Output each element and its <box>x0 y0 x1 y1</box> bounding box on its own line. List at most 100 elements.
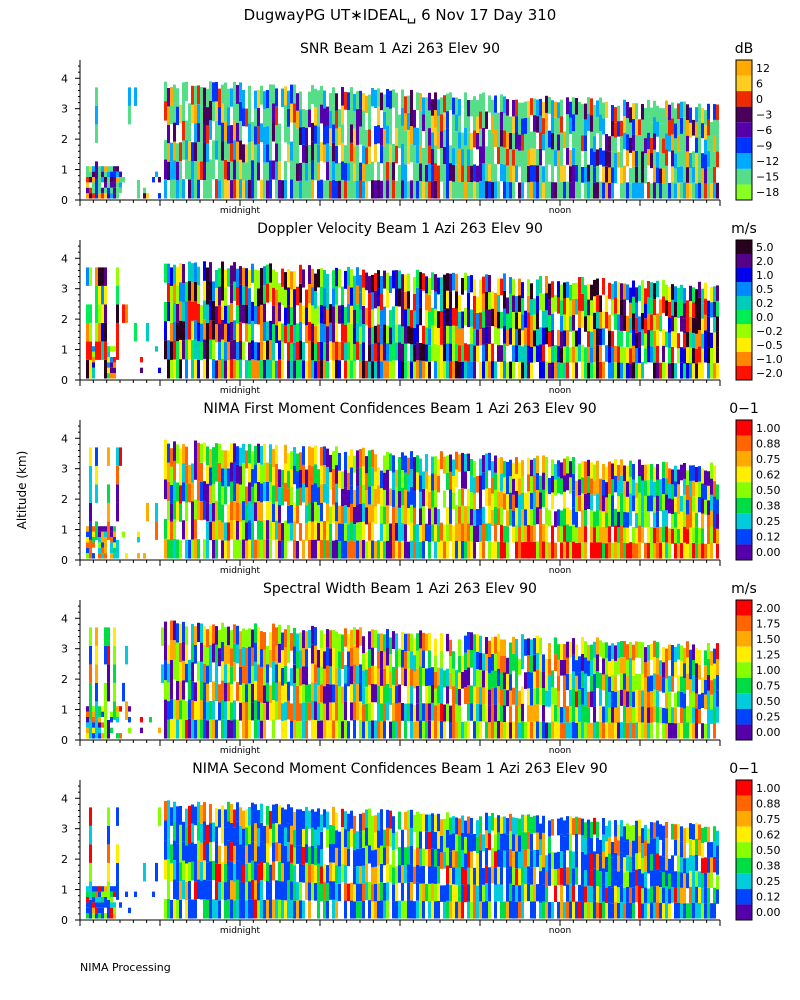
heatmap-cell <box>101 526 104 532</box>
heatmap-cell <box>452 272 455 291</box>
heatmap-cell <box>230 180 233 199</box>
heatmap-cell <box>86 733 89 739</box>
heatmap-cell <box>86 891 89 897</box>
heatmap-cell <box>548 690 551 707</box>
heatmap-cell <box>548 658 551 675</box>
heatmap-cell <box>293 664 296 684</box>
heatmap-cell <box>239 807 242 826</box>
heatmap-cell <box>245 486 248 505</box>
heatmap-cell <box>338 523 341 541</box>
heatmap-cell <box>362 447 365 467</box>
heatmap-cell <box>263 720 266 739</box>
heatmap-cell <box>611 120 614 137</box>
heatmap-cell <box>530 362 533 379</box>
heatmap-cell <box>653 497 656 513</box>
heatmap-cell <box>359 682 362 702</box>
heatmap-cell <box>305 110 308 128</box>
heatmap-cell <box>512 278 515 296</box>
heatmap-cell <box>509 476 512 493</box>
heatmap-cell <box>317 900 320 919</box>
heatmap-cell <box>500 94 503 112</box>
heatmap-cell <box>368 486 371 505</box>
heatmap-cell <box>635 134 638 151</box>
heatmap-cell <box>464 272 467 291</box>
heatmap-cell <box>338 686 341 704</box>
heatmap-cell <box>341 488 344 507</box>
heatmap-cell <box>404 472 407 490</box>
heatmap-cell <box>578 542 581 559</box>
heatmap-cell <box>563 458 566 476</box>
heatmap-cell <box>593 167 596 183</box>
heatmap-cell <box>341 323 344 342</box>
heatmap-cell <box>179 142 182 161</box>
heatmap-cell <box>374 290 377 309</box>
heatmap-cell <box>701 692 704 708</box>
heatmap-cell <box>626 134 629 151</box>
heatmap-cell <box>422 114 425 132</box>
heatmap-cell <box>389 310 392 328</box>
heatmap-cell <box>563 541 566 559</box>
heatmap-cell <box>269 520 272 540</box>
heatmap-cell <box>548 181 551 199</box>
heatmap-cell <box>464 163 467 181</box>
heatmap-cell <box>287 453 290 471</box>
heatmap-cell <box>320 268 323 287</box>
heatmap-cell <box>692 527 695 543</box>
heatmap-cell <box>359 180 362 199</box>
heatmap-cell <box>329 145 332 164</box>
heatmap-cell <box>119 902 122 908</box>
heatmap-cell <box>98 717 101 723</box>
heatmap-cell <box>425 454 428 472</box>
heatmap-cell <box>452 343 455 361</box>
heatmap-cell <box>275 842 278 862</box>
heatmap-cell <box>704 330 707 347</box>
heatmap-cell <box>185 845 188 864</box>
heatmap-cell <box>347 455 350 473</box>
heatmap-cell <box>317 703 320 721</box>
heatmap-cell <box>206 446 209 466</box>
heatmap-cell <box>332 468 335 487</box>
heatmap-cell <box>281 685 284 704</box>
heatmap-cell <box>251 684 254 703</box>
heatmap-cell <box>101 537 104 543</box>
heatmap-cell <box>581 704 584 722</box>
heatmap-cell <box>521 346 524 363</box>
heatmap-cell <box>641 362 644 379</box>
heatmap-cell <box>269 282 272 302</box>
heatmap-cell <box>539 508 542 526</box>
heatmap-cell <box>404 361 407 379</box>
heatmap-cell <box>530 459 533 477</box>
heatmap-cell <box>95 484 98 503</box>
heatmap-cell <box>338 540 341 559</box>
heatmap-cell <box>620 362 623 379</box>
heatmap-cell <box>242 683 245 702</box>
heatmap-cell <box>344 91 347 110</box>
heatmap-cell <box>389 90 392 109</box>
heatmap-cell <box>356 144 359 163</box>
heatmap-cell <box>446 146 449 164</box>
heatmap-cell <box>689 708 692 724</box>
heatmap-cell <box>578 689 581 706</box>
heatmap-cell <box>254 804 257 824</box>
heatmap-cell <box>113 902 116 908</box>
heatmap-cell <box>188 320 191 340</box>
heatmap-cell <box>293 720 296 739</box>
heatmap-cell <box>683 288 686 304</box>
heatmap-cell <box>626 543 629 559</box>
heatmap-cell <box>392 541 395 559</box>
heatmap-cell <box>263 632 266 650</box>
heatmap-cell <box>365 307 368 326</box>
heatmap-cell <box>344 451 347 470</box>
heatmap-cell <box>407 474 410 492</box>
heatmap-cell <box>629 122 632 138</box>
heatmap-cell <box>560 659 563 676</box>
heatmap-cell <box>299 720 302 739</box>
heatmap-cell <box>569 542 572 559</box>
heatmap-cell <box>242 144 245 163</box>
heatmap-cell <box>311 179 314 199</box>
heatmap-cell <box>167 462 170 482</box>
heatmap-cell <box>203 663 206 683</box>
heatmap-cell <box>494 524 497 542</box>
heatmap-cell <box>590 542 593 559</box>
heatmap-cell <box>368 146 371 164</box>
